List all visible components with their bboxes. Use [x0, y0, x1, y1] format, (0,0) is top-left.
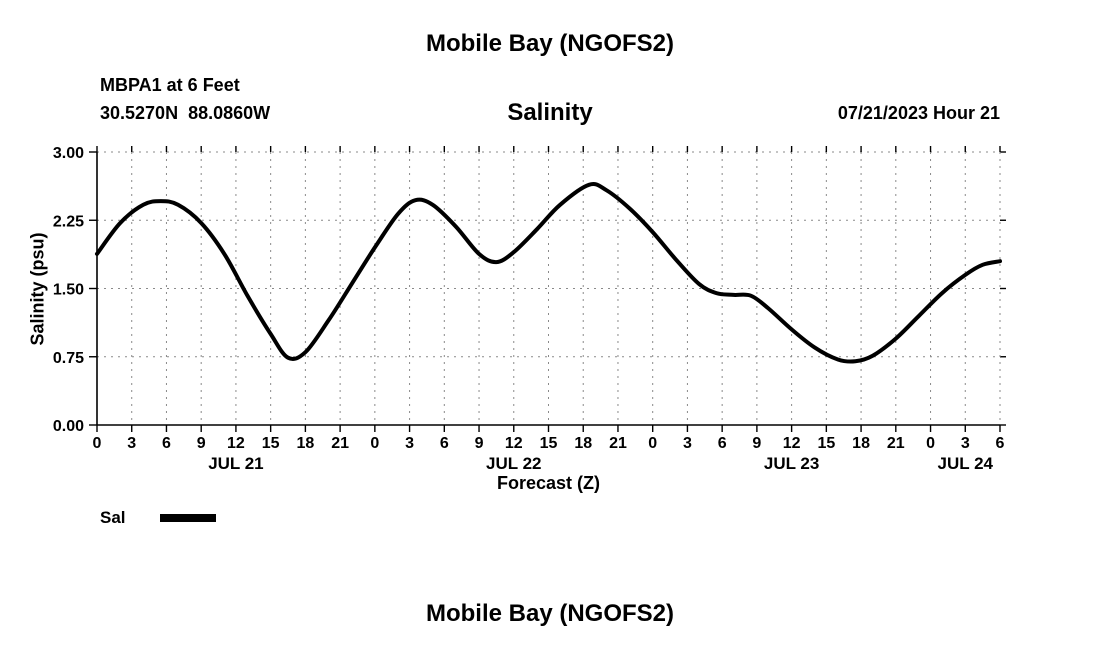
- x-tick-label: 9: [197, 435, 206, 452]
- day-label: JUL 24: [938, 454, 994, 473]
- x-tick-label: 21: [609, 435, 627, 452]
- x-tick-label: 21: [887, 435, 905, 452]
- x-tick-label: 12: [783, 435, 801, 452]
- y-tick-label: 1.50: [53, 282, 84, 299]
- x-tick-label: 15: [817, 435, 835, 452]
- x-tick-label: 6: [162, 435, 171, 452]
- page-title-bottom: Mobile Bay (NGOFS2): [425, 600, 675, 627]
- page-title-top: Mobile Bay (NGOFS2): [425, 30, 675, 57]
- y-tick-label: 0.75: [53, 350, 84, 367]
- x-tick-label: 3: [683, 435, 692, 452]
- legend: Sal: [100, 508, 216, 528]
- day-label: JUL 21: [208, 454, 263, 473]
- x-tick-label: 0: [926, 435, 935, 452]
- y-tick-label: 3.00: [53, 145, 84, 162]
- x-tick-label: 3: [127, 435, 136, 452]
- forecast-datetime: 07/21/2023 Hour 21: [837, 103, 1000, 123]
- x-tick-label: 12: [227, 435, 245, 452]
- x-tick-label: 0: [648, 435, 657, 452]
- legend-series-label: Sal: [100, 508, 126, 527]
- x-tick-label: 9: [752, 435, 761, 452]
- x-tick-label: 12: [505, 435, 523, 452]
- x-tick-label: 18: [852, 435, 870, 452]
- x-tick-label: 6: [440, 435, 449, 452]
- x-tick-label: 15: [262, 435, 280, 452]
- station-name: MBPA1 at 6 Feet: [100, 75, 240, 95]
- x-tick-label: 0: [93, 435, 102, 452]
- y-tick-label: 2.25: [53, 213, 84, 230]
- x-tick-label: 18: [574, 435, 592, 452]
- x-tick-label: 6: [718, 435, 727, 452]
- chart-title: Salinity: [507, 99, 593, 126]
- day-label: JUL 22: [486, 454, 541, 473]
- station-coordinates: 30.5270N 88.0860W: [100, 103, 271, 123]
- x-tick-label: 3: [961, 435, 970, 452]
- x-tick-label: 3: [405, 435, 414, 452]
- legend-line-swatch: [159, 514, 216, 522]
- x-tick-label: 9: [475, 435, 484, 452]
- salinity-line: [95, 182, 1002, 364]
- x-axis-label: Forecast (Z): [496, 473, 601, 493]
- x-tick-label: 0: [370, 435, 379, 452]
- day-label: JUL 23: [764, 454, 819, 473]
- x-tick-label: 18: [296, 435, 314, 452]
- x-tick-label: 21: [331, 435, 349, 452]
- y-tick-label: 0.00: [53, 418, 84, 435]
- x-tick-label: 6: [996, 435, 1005, 452]
- x-tick-label: 15: [540, 435, 558, 452]
